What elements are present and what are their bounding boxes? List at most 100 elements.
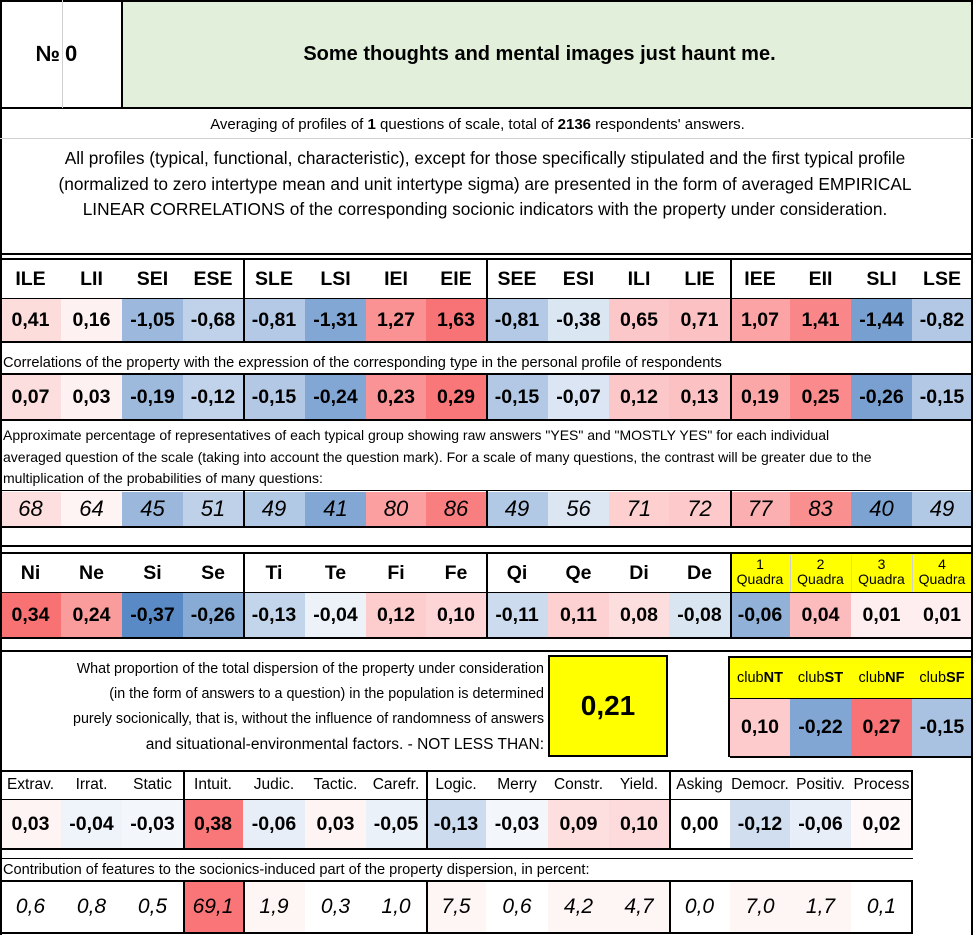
function-header-cell: Qe [565, 561, 592, 584]
type-header-cell: SEE [497, 267, 537, 290]
club-name: NF [885, 670, 905, 686]
correlation-caption: Correlations of the property with the ex… [3, 355, 722, 371]
type-header-cell: LIE [684, 267, 715, 290]
function-value-cell: -0,08 [669, 593, 730, 637]
type-header-cell: IEI [384, 267, 408, 290]
quadra-number: 2 [816, 555, 825, 572]
trait-header-cell: Irrat. [75, 776, 108, 793]
trait-header-cell: Static [133, 776, 172, 793]
function-value-cell: 0,11 [548, 593, 609, 637]
trait-value-cell: -0,03 [122, 800, 183, 848]
club-prefix: club [919, 670, 947, 686]
percentage-caption-line: Approximate percentage of representative… [3, 427, 830, 443]
club-header-cell: club ST [790, 658, 851, 698]
function-header-cell: Te [324, 561, 347, 584]
type-normalized-cell: -0,82 [912, 299, 972, 341]
trait-contribution-cell: 0,3 [305, 882, 366, 932]
number-value: 0 [65, 41, 78, 66]
type-correlation-cell: -0,26 [851, 375, 912, 419]
trait-value-cell: -0,06 [243, 800, 305, 848]
type-normalized-cell: 1,07 [730, 299, 790, 341]
function-header-cell: Ne [79, 561, 104, 584]
type-header-cell: ESE [193, 267, 233, 290]
club-value-cell: -0,22 [790, 699, 851, 756]
function-value-cell: 0,12 [366, 593, 426, 637]
trait-value-cell: 0,00 [669, 800, 730, 848]
club-name: ST [824, 670, 844, 686]
type-percentage-cell: 72 [669, 492, 730, 526]
type-header-cell: LSI [320, 267, 351, 290]
trait-header-cell: Constr. [553, 776, 604, 793]
club-header-cell: club NF [851, 658, 912, 698]
trait-header-cell: Asking [676, 776, 723, 793]
function-header-cell: Qi [506, 561, 528, 584]
type-normalized-cell: 1,27 [366, 299, 426, 341]
trait-value-cell: 0,38 [183, 800, 243, 848]
trait-value-cell: -0,06 [790, 800, 851, 848]
type-header-cell: EII [808, 267, 833, 290]
type-percentage-cell: 80 [366, 492, 426, 526]
function-header-cell: Ni [20, 561, 41, 584]
type-header-cell: LSE [923, 267, 961, 290]
type-percentage-cell: 83 [790, 492, 851, 526]
trait-value-cell: 0,02 [851, 800, 912, 848]
club-prefix: club [737, 670, 764, 686]
quadra-word: Quadra [918, 571, 966, 587]
type-correlation-cell: 0,25 [790, 375, 851, 419]
function-header-cell: Ti [265, 561, 283, 584]
type-correlation-cell: 0,23 [366, 375, 426, 419]
type-correlation-cell: -0,12 [183, 375, 243, 419]
type-normalized-cell: 0,65 [609, 299, 669, 341]
dispersion-value: 0,21 [548, 655, 668, 757]
type-header-cell: LII [80, 267, 103, 290]
function-value-cell: 0,08 [609, 593, 669, 637]
trait-header-cell: Merry [497, 776, 537, 793]
trait-contribution-cell: 0,8 [61, 882, 122, 932]
trait-contribution-cell: 0,1 [851, 882, 912, 932]
club-prefix: club [797, 670, 825, 686]
dispersion-line: and situational-environmental factors. -… [145, 736, 544, 753]
quadra-number: 1 [756, 555, 764, 572]
trait-contribution-cell: 7,0 [730, 882, 790, 932]
title-background [122, 0, 972, 108]
type-percentage-cell: 68 [0, 492, 61, 526]
type-normalized-cell: 1,41 [790, 299, 851, 341]
function-value-cell: -0,37 [122, 593, 183, 637]
percentage-caption: Approximate percentage of representative… [3, 425, 968, 490]
trait-header-cell: Intuit. [194, 776, 232, 793]
function-value-cell: 0,10 [426, 593, 486, 637]
trait-header-cell: Carefr. [372, 776, 420, 793]
description-line: (normalized to zero intertype mean and u… [58, 173, 912, 194]
trait-header-cell: Tactic. [313, 776, 358, 793]
type-header-cell: SLE [255, 267, 293, 290]
averaging-prefix: Averaging of profiles of [210, 115, 368, 133]
type-percentage-cell: 77 [730, 492, 790, 526]
type-percentage-cell: 64 [61, 492, 122, 526]
percentage-caption-line: averaged question of the scale (taking i… [3, 448, 872, 465]
description-line: LINEAR CORRELATIONS of the corresponding… [82, 199, 888, 219]
quadra-word: Quadra [858, 571, 905, 587]
club-value-cell: -0,15 [912, 699, 972, 756]
function-value-cell: -0,26 [183, 593, 243, 637]
trait-contribution-cell: 4,2 [548, 882, 609, 932]
quadra-number: 3 [877, 555, 886, 572]
dispersion-line: What proportion of the total dispersion … [76, 661, 544, 677]
number-label: № [35, 41, 60, 66]
club-value-cell: 0,10 [730, 699, 790, 756]
trait-contribution-cell: 1,9 [243, 882, 305, 932]
quadra-value-cell: 0,01 [912, 593, 972, 637]
club-prefix: club [858, 670, 886, 686]
quadra-word: Quadra [736, 571, 784, 587]
trait-header-cell: Positiv. [796, 776, 845, 793]
type-percentage-cell: 49 [486, 492, 548, 526]
trait-value-cell: 0,10 [609, 800, 669, 848]
club-header-cell: club NT [730, 658, 790, 698]
description-line: All profiles (typical, functional, chara… [64, 148, 906, 168]
averaging-line: Averaging of profiles of 1 questions of … [0, 110, 955, 138]
averaging-middle: questions of scale, total of [375, 115, 558, 133]
percentage-caption-line: multiplication of the probabilities of m… [3, 470, 323, 486]
type-percentage-cell: 56 [548, 492, 609, 526]
trait-value-cell: -0,12 [730, 800, 790, 848]
type-percentage-cell: 41 [305, 492, 366, 526]
trait-contribution-cell: 0,6 [486, 882, 548, 932]
